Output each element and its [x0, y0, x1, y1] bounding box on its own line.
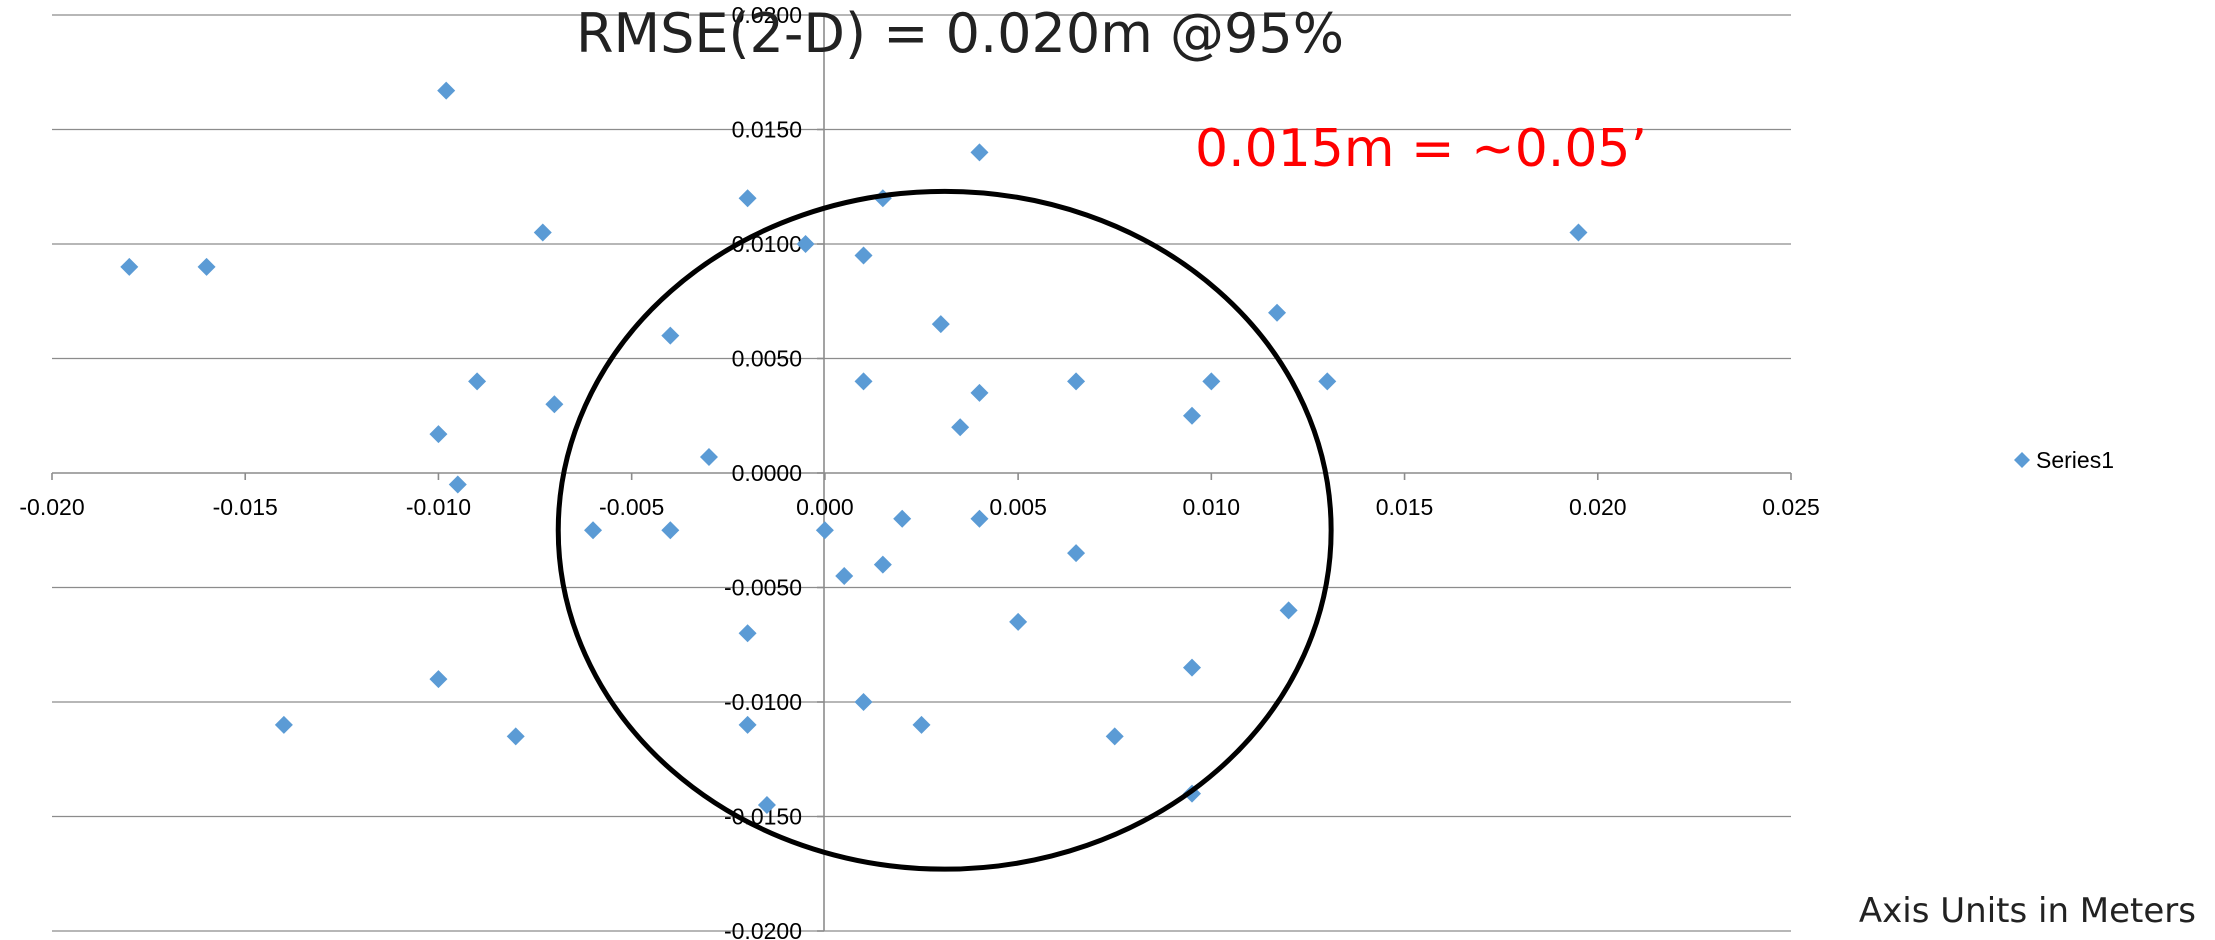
error-ellipse	[555, 188, 1334, 872]
data-point	[1268, 303, 1287, 322]
data-point	[274, 715, 293, 734]
y-tick-label: -0.0050	[724, 575, 802, 601]
data-point	[1067, 372, 1086, 391]
data-point	[738, 715, 757, 734]
data-point	[835, 567, 854, 586]
data-point	[854, 372, 873, 391]
data-point	[1009, 612, 1028, 631]
chart-title: RMSE(2-D) = 0.020m @95%	[576, 2, 1344, 65]
data-point	[437, 81, 456, 100]
x-tick-label: 0.020	[1569, 494, 1627, 520]
data-point	[951, 418, 970, 437]
data-point	[1183, 658, 1202, 677]
data-point	[584, 521, 603, 540]
y-tick-label: 0.0150	[732, 117, 802, 143]
x-tick-label: 0.015	[1376, 494, 1434, 520]
data-point	[429, 670, 448, 689]
data-point	[120, 257, 139, 276]
legend: Series1	[2014, 447, 2114, 473]
data-point	[912, 715, 931, 734]
data-point	[197, 257, 216, 276]
x-tick-label: -0.005	[599, 494, 664, 520]
x-tick-label: -0.020	[19, 494, 84, 520]
data-point	[661, 326, 680, 345]
x-tick-label: 0.025	[1762, 494, 1820, 520]
y-tick-label: 0.0200	[732, 2, 802, 28]
data-point	[429, 425, 448, 444]
legend-marker-icon	[2014, 452, 2030, 468]
data-point	[1569, 223, 1588, 242]
data-point	[815, 521, 834, 540]
y-tick-label: 0.0050	[732, 346, 802, 372]
data-point	[468, 372, 487, 391]
y-tick-label: -0.0100	[724, 689, 802, 715]
y-tick-labels: 0.0200 0.0150 0.0100 0.0050 0.0000 -0.0050 -0.…	[724, 2, 802, 940]
x-tick-label: -0.010	[406, 494, 471, 520]
data-point	[970, 143, 989, 162]
data-point	[738, 624, 757, 643]
data-point	[545, 395, 564, 414]
y-tick-label: 0.0000	[732, 460, 802, 486]
data-point	[1105, 727, 1124, 746]
data-point	[1067, 544, 1086, 563]
data-point	[661, 521, 680, 540]
x-tick-label: 0.005	[989, 494, 1047, 520]
data-point	[1202, 372, 1221, 391]
data-point	[970, 383, 989, 402]
data-point	[1279, 601, 1298, 620]
data-points	[120, 81, 1588, 815]
data-point	[873, 555, 892, 574]
data-point	[854, 246, 873, 265]
data-point	[1183, 406, 1202, 425]
y-tick-label: 0.0100	[732, 231, 802, 257]
data-point	[970, 509, 989, 528]
data-point	[796, 235, 815, 253]
data-point	[931, 315, 950, 334]
annotation-label: 0.015m = ~0.05’	[1195, 119, 1647, 179]
data-point	[506, 727, 525, 746]
x-tick-label: -0.015	[213, 494, 278, 520]
data-point	[854, 693, 873, 711]
x-tick-labels: -0.020 -0.015 -0.010 -0.005 0.000 0.005 0.010 0…	[19, 494, 1819, 520]
data-point	[448, 475, 467, 494]
data-point	[738, 189, 757, 208]
data-point	[893, 509, 912, 528]
error-ellipse-group	[555, 188, 1334, 872]
data-point	[1318, 372, 1337, 391]
data-point	[533, 223, 552, 242]
legend-label: Series1	[2036, 447, 2114, 473]
data-point	[757, 796, 776, 815]
axes	[51, 14, 1792, 932]
data-point	[699, 447, 718, 466]
gridlines	[52, 14, 1791, 932]
axis-units-note: Axis Units in Meters	[1859, 891, 2196, 931]
y-tick-label: -0.0200	[724, 918, 802, 940]
x-tick-label: 0.010	[1183, 494, 1241, 520]
x-tick-label: 0.000	[796, 494, 854, 520]
